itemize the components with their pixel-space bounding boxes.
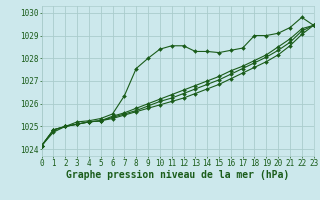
X-axis label: Graphe pression niveau de la mer (hPa): Graphe pression niveau de la mer (hPa) bbox=[66, 170, 289, 180]
